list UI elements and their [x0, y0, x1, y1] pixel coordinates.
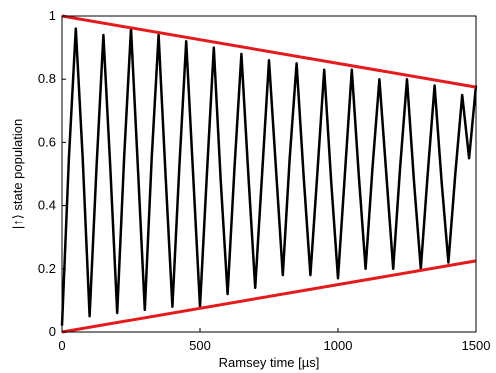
y-tick-label: 1 — [49, 8, 56, 23]
y-tick-label: 0.4 — [38, 198, 56, 213]
y-tick-label: 0.6 — [38, 134, 56, 149]
x-tick-label: 1500 — [462, 338, 491, 353]
tick-layer: 0 500 1000 1500 0 0.2 0.4 0.6 0.8 1 — [38, 8, 491, 353]
upper-envelope-line — [61, 14, 477, 89]
y-tick-label: 0.8 — [38, 71, 56, 86]
oscillation-line — [60, 27, 478, 326]
x-tick-label: 500 — [189, 338, 211, 353]
plot-frame — [61, 15, 477, 333]
y-tick-label: 0.2 — [38, 261, 56, 276]
x-tick-label: 0 — [58, 338, 65, 353]
x-axis-label: Ramsey time [µs] — [219, 355, 320, 370]
lower-envelope-line — [61, 259, 477, 334]
x-tick-label: 1000 — [324, 338, 353, 353]
series-layer — [60, 14, 478, 334]
y-tick-label: 0 — [49, 324, 56, 339]
y-axis-label: |↑⟩ state population — [10, 119, 25, 229]
